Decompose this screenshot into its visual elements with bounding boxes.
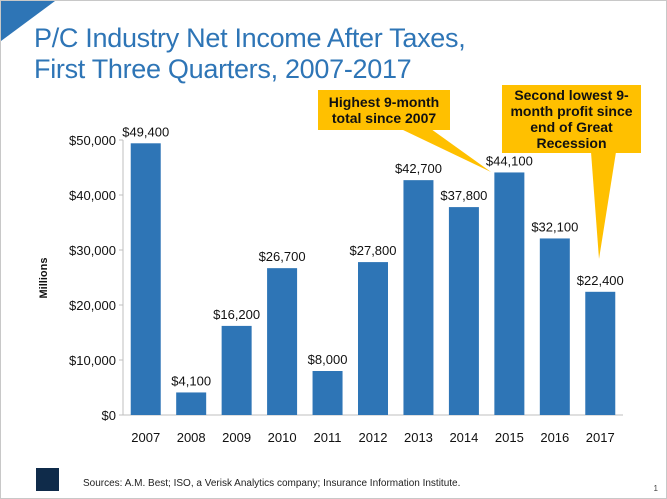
corner-accent xyxy=(1,1,55,41)
x-tick-label: 2015 xyxy=(495,430,524,445)
bar-2017 xyxy=(585,291,616,415)
callout-pointer-2 xyxy=(591,152,616,259)
page-title: P/C Industry Net Income After Taxes, Firs… xyxy=(34,23,466,85)
x-tick-label: 2014 xyxy=(449,430,478,445)
y-tick-label: $40,000 xyxy=(69,188,116,203)
bar-2016 xyxy=(539,238,570,415)
x-tick-label: 2008 xyxy=(177,430,206,445)
x-tick-label: 2013 xyxy=(404,430,433,445)
bar-2007 xyxy=(130,143,161,416)
y-tick-label: $50,000 xyxy=(69,133,116,148)
x-tick-label: 2011 xyxy=(314,430,342,445)
x-tick-label: 2012 xyxy=(359,430,388,445)
x-tick-label: 2009 xyxy=(222,430,251,445)
data-label: $8,000 xyxy=(308,352,348,367)
x-tick-label: 2017 xyxy=(586,430,615,445)
bar-2013 xyxy=(403,180,434,415)
y-tick-label: $0 xyxy=(102,408,116,423)
sources-note: Sources: A.M. Best; ISO, a Verisk Analyt… xyxy=(83,478,461,489)
data-label: $49,400 xyxy=(122,124,169,139)
callout-second-lowest: Second lowest 9-month profit since end o… xyxy=(502,85,641,153)
bar-2008 xyxy=(176,392,207,415)
data-label: $16,200 xyxy=(213,307,260,322)
y-tick-label: $10,000 xyxy=(69,353,116,368)
data-label: $26,700 xyxy=(259,249,306,264)
callout-text: Highest 9-month total since 2007 xyxy=(328,94,440,126)
callout-highest: Highest 9-month total since 2007 xyxy=(318,90,450,130)
bar-2012 xyxy=(358,262,388,415)
bar-2011 xyxy=(312,371,343,415)
y-axis-label: Millions xyxy=(38,258,50,299)
callout-pointer-1 xyxy=(401,129,491,172)
data-label: $37,800 xyxy=(440,188,487,203)
bar-2015 xyxy=(494,172,525,415)
data-label: $4,100 xyxy=(171,373,211,388)
data-label: $27,800 xyxy=(350,243,397,258)
page-number: 1 xyxy=(653,484,658,493)
y-tick-label: $20,000 xyxy=(69,298,116,313)
x-tick-label: 2010 xyxy=(268,430,297,445)
data-label: $32,100 xyxy=(531,219,578,234)
callout-text: Second lowest 9-month profit since end o… xyxy=(510,87,633,151)
x-tick-label: 2016 xyxy=(540,430,569,445)
title-line-1: P/C Industry Net Income After Taxes, xyxy=(34,23,466,53)
title-line-2: First Three Quarters, 2007-2017 xyxy=(34,54,412,84)
data-label: $22,400 xyxy=(577,273,624,288)
bar-2009 xyxy=(221,325,252,415)
y-tick-label: $30,000 xyxy=(69,243,116,258)
iii-logo xyxy=(36,468,59,491)
data-label: $44,100 xyxy=(486,153,533,168)
x-tick-label: 2007 xyxy=(131,430,160,445)
bar-2014 xyxy=(448,207,479,415)
data-label: $42,700 xyxy=(395,161,442,176)
bar-2010 xyxy=(267,268,298,415)
